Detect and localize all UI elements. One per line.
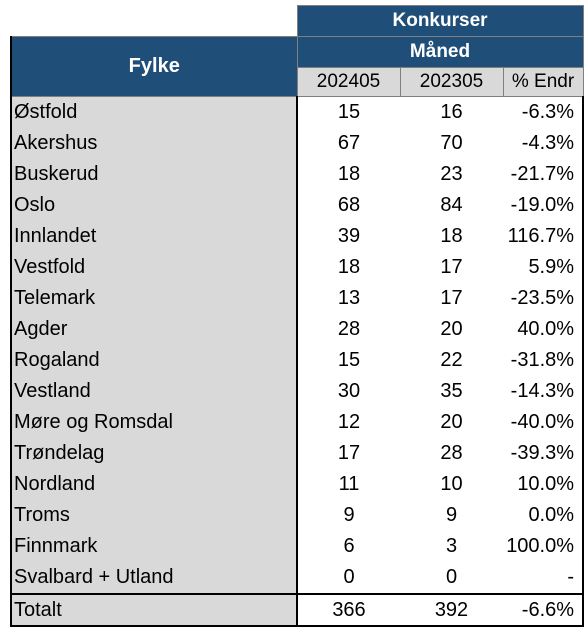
table-row: Vestfold 18 17 5.9% xyxy=(10,252,585,283)
table-row: Akershus 67 70 -4.3% xyxy=(10,128,585,159)
value-202405-cell: 12 xyxy=(297,407,400,438)
value-202305-cell: 84 xyxy=(400,190,503,221)
fylke-name-cell: Telemark xyxy=(10,283,298,314)
table-row: Innlandet 39 18 116.7% xyxy=(10,221,585,252)
table-row: Østfold 15 16 -6.3% xyxy=(10,96,585,128)
pct-endr-cell: 116.7% xyxy=(503,221,585,252)
pct-endr-cell: 40.0% xyxy=(503,314,585,345)
value-202405-cell: 68 xyxy=(297,190,400,221)
pct-endr-cell: -39.3% xyxy=(503,438,585,469)
fylke-name-cell: Svalbard + Utland xyxy=(10,562,298,594)
fylke-name-cell: Akershus xyxy=(10,128,298,159)
value-202405-cell: 67 xyxy=(297,128,400,159)
pct-endr-cell: -21.7% xyxy=(503,159,585,190)
table-body: Østfold 15 16 -6.3% Akershus 67 70 -4.3% Buskeru… xyxy=(10,96,585,594)
table-row: Troms 9 9 0.0% xyxy=(10,500,585,531)
value-202305-cell: 20 xyxy=(400,407,503,438)
table-row: Nordland 11 10 10.0% xyxy=(10,469,585,500)
value-202405-cell: 13 xyxy=(297,283,400,314)
pct-endr-cell: -6.3% xyxy=(503,96,585,128)
value-202305-cell: 10 xyxy=(400,469,503,500)
fylke-name-cell: Rogaland xyxy=(10,345,298,376)
header-blank-cell xyxy=(11,5,297,37)
table-row: Agder 28 20 40.0% xyxy=(10,314,585,345)
table-row: Finnmark 6 3 100.0% xyxy=(10,531,585,562)
header-konkurser: Konkurser xyxy=(296,5,584,37)
pct-endr-cell: 100.0% xyxy=(503,531,585,562)
header-fylke: Fylke xyxy=(10,36,298,97)
fylke-name-cell: Agder xyxy=(10,314,298,345)
table-row: Buskerud 18 23 -21.7% xyxy=(10,159,585,190)
table-row: Trøndelag 17 28 -39.3% xyxy=(10,438,585,469)
header-col-pct-endr: % Endr xyxy=(502,67,584,97)
value-202305-cell: 0 xyxy=(400,562,503,594)
value-202305-cell: 18 xyxy=(400,221,503,252)
value-202305-cell: 17 xyxy=(400,252,503,283)
value-202405-cell: 18 xyxy=(297,159,400,190)
pct-endr-cell: - xyxy=(503,562,585,594)
value-202305-cell: 70 xyxy=(400,128,503,159)
value-202405-cell: 30 xyxy=(297,376,400,407)
header-maned: Måned xyxy=(296,36,584,68)
fylke-name-cell: Buskerud xyxy=(10,159,298,190)
pct-endr-cell: 5.9% xyxy=(503,252,585,283)
fylke-name-cell: Oslo xyxy=(10,190,298,221)
pct-endr-cell: -4.3% xyxy=(503,128,585,159)
fylke-name-cell: Trøndelag xyxy=(10,438,298,469)
value-202305-cell: 23 xyxy=(400,159,503,190)
table-row: Svalbard + Utland 0 0- xyxy=(10,562,585,594)
fylke-name-cell: Nordland xyxy=(10,469,298,500)
fylke-name-cell: Vestland xyxy=(10,376,298,407)
value-202405-cell: 15 xyxy=(297,345,400,376)
total-label: Totalt xyxy=(10,593,298,627)
fylke-name-cell: Finnmark xyxy=(10,531,298,562)
value-202305-cell: 35 xyxy=(400,376,503,407)
value-202305-cell: 17 xyxy=(400,283,503,314)
total-202305: 392 xyxy=(400,593,503,627)
table-row: Møre og Romsdal 12 20 -40.0% xyxy=(10,407,585,438)
value-202305-cell: 28 xyxy=(400,438,503,469)
konkurser-table-wrapper: Konkurser Fylke Måned 202405 202305 % En… xyxy=(10,5,585,627)
total-pct-endr: -6.6% xyxy=(503,593,585,627)
konkurser-table: Konkurser Fylke Måned 202405 202305 % En… xyxy=(10,5,585,627)
header-col-202405: 202405 xyxy=(296,67,401,97)
value-202405-cell: 11 xyxy=(297,469,400,500)
pct-endr-cell: -23.5% xyxy=(503,283,585,314)
value-202405-cell: 9 xyxy=(297,500,400,531)
value-202405-cell: 6 xyxy=(297,531,400,562)
fylke-name-cell: Vestfold xyxy=(10,252,298,283)
value-202405-cell: 17 xyxy=(297,438,400,469)
value-202305-cell: 22 xyxy=(400,345,503,376)
value-202305-cell: 20 xyxy=(400,314,503,345)
value-202405-cell: 18 xyxy=(297,252,400,283)
pct-endr-cell: -19.0% xyxy=(503,190,585,221)
header-col-202305: 202305 xyxy=(399,67,504,97)
table-row: Vestland 30 35 -14.3% xyxy=(10,376,585,407)
total-202405: 366 xyxy=(297,593,400,627)
pct-endr-cell: 0.0% xyxy=(503,500,585,531)
fylke-name-cell: Møre og Romsdal xyxy=(10,407,298,438)
pct-endr-cell: -31.8% xyxy=(503,345,585,376)
pct-endr-cell: -14.3% xyxy=(503,376,585,407)
fylke-name-cell: Østfold xyxy=(10,96,298,128)
value-202405-cell: 28 xyxy=(297,314,400,345)
table-row: Telemark 13 17 -23.5% xyxy=(10,283,585,314)
value-202305-cell: 9 xyxy=(400,500,503,531)
table-row: Oslo 68 84 -19.0% xyxy=(10,190,585,221)
pct-endr-cell: -40.0% xyxy=(503,407,585,438)
fylke-name-cell: Innlandet xyxy=(10,221,298,252)
value-202405-cell: 15 xyxy=(297,96,400,128)
value-202405-cell: 0 xyxy=(297,562,400,594)
value-202305-cell: 16 xyxy=(400,96,503,128)
pct-endr-cell: 10.0% xyxy=(503,469,585,500)
value-202305-cell: 3 xyxy=(400,531,503,562)
table-row: Rogaland 15 22 -31.8% xyxy=(10,345,585,376)
total-row: Totalt 366 392 -6.6% xyxy=(10,593,585,627)
value-202405-cell: 39 xyxy=(297,221,400,252)
fylke-name-cell: Troms xyxy=(10,500,298,531)
